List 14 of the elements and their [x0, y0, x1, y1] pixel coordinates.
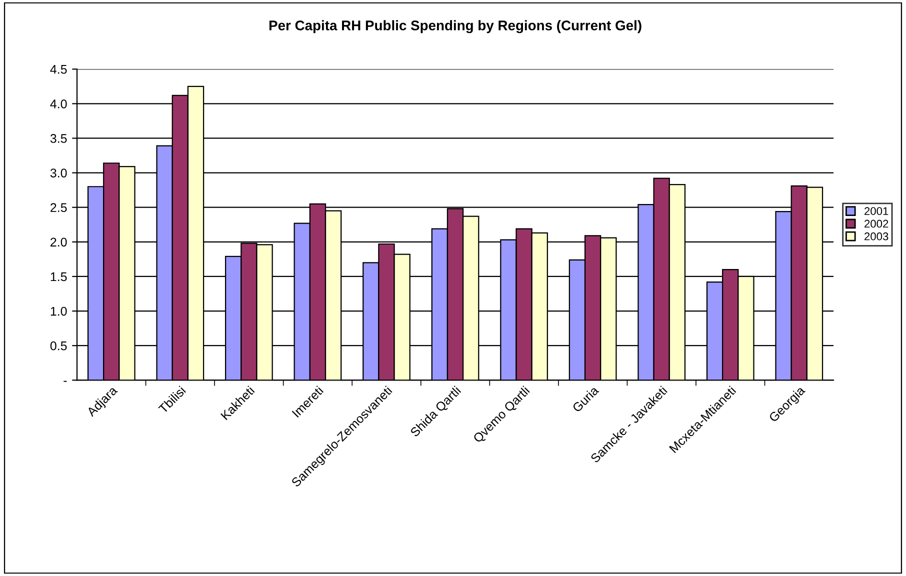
y-tick-label: 3.0	[50, 168, 67, 178]
legend-label: 2003	[864, 232, 888, 240]
y-tick-label: 1.5	[50, 272, 67, 282]
legend-label: 2001	[864, 207, 888, 216]
y-tick-label: 2.0	[50, 238, 67, 247]
y-tick-label: 2.5	[50, 203, 67, 212]
y-tick-label: -	[64, 380, 67, 382]
chart-title: Per Capita RH Public Spending by Regions (Current Gel)	[269, 20, 642, 34]
y-tick-label: 0.5	[50, 341, 67, 350]
y-tick-label: 1.0	[50, 306, 67, 316]
y-tick-label: 4.0	[50, 99, 67, 108]
y-tick-label: 4.5	[50, 65, 67, 74]
y-tick-label: 3.5	[50, 134, 67, 143]
legend-label: 2002	[864, 220, 888, 228]
